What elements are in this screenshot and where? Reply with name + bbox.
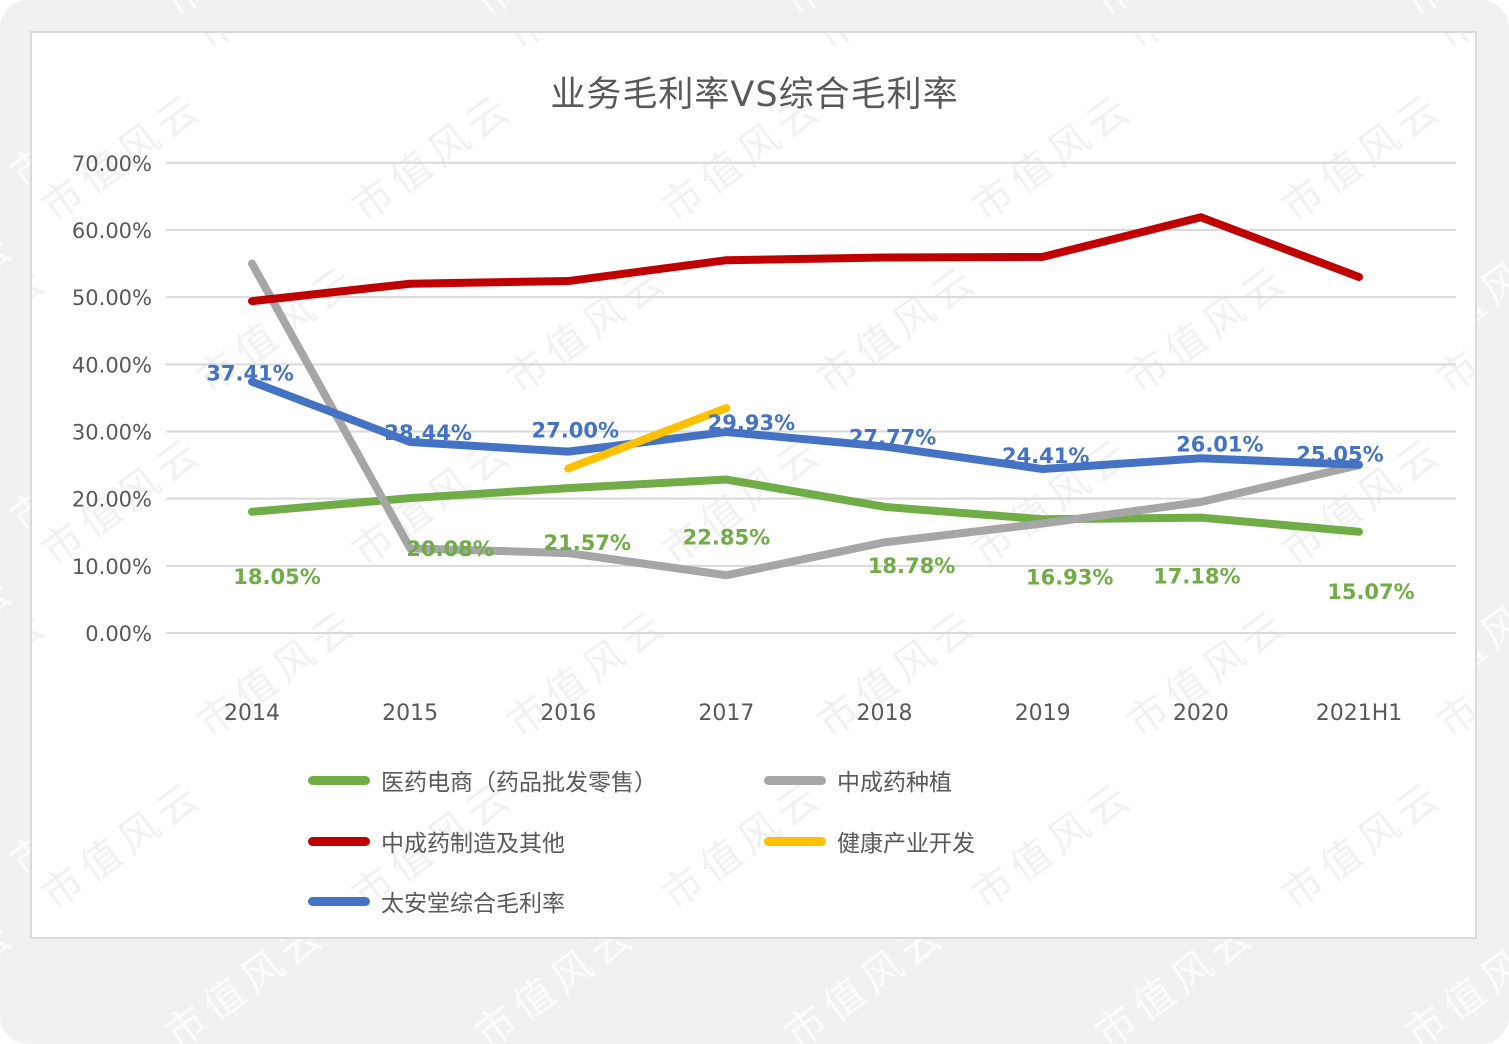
watermark-text: 市值风云 (808, 599, 988, 748)
watermark-text: 市值风云 (188, 255, 368, 404)
watermark-text: 市值风云 (1423, 935, 1475, 937)
legend-item-blue: 太安堂综合毛利率 (308, 886, 565, 917)
legend-swatch-icon (764, 775, 826, 785)
chart-title: 业务毛利率VS综合毛利率 (550, 75, 959, 115)
watermark-text: 市值风云 (1118, 255, 1298, 404)
watermark-text: 市值风云 (771, 0, 957, 28)
legend-label: 中成药制造及其他 (381, 831, 565, 857)
watermark-text: 市值风云 (1423, 33, 1475, 61)
legend-swatch-icon (308, 836, 370, 846)
watermark-text: 市值风云 (963, 427, 1143, 576)
legend-label: 中成药种植 (837, 770, 952, 796)
watermark-text: 市值风云 (1273, 771, 1453, 920)
watermark-text: 市值风云 (151, 0, 337, 28)
watermark-text: 市值风云 (183, 33, 369, 61)
watermark-text: 市值风云 (803, 33, 989, 61)
legend-item-red: 中成药制造及其他 (308, 826, 565, 857)
watermark-text: 市值风云 (32, 599, 58, 748)
watermark-text: 市值风云 (1428, 255, 1475, 404)
legend-label: 健康产业开发 (837, 831, 975, 857)
watermark-text: 市值风云 (32, 33, 59, 61)
watermark-text: 市值风云 (963, 771, 1143, 920)
watermark-text: 市值风云 (0, 0, 27, 28)
watermark-text: 市值风云 (461, 0, 647, 28)
legend-item-gray: 中成药种植 (764, 765, 952, 796)
chart-card: 市值风云 市值风云 市值风云 市值风云 市值风云 市值风云 市值风云 市值风云 市值风云 市值风云… (30, 31, 1477, 939)
watermark-text: 市值风云 (0, 566, 26, 715)
watermark-text: 市值风云 (183, 935, 369, 937)
watermark-text: 市值风云 (33, 427, 213, 576)
watermark-text: 市值风云 (1273, 427, 1453, 576)
footer-bar: 市值 风云 买股之前搜一搜 (0, 948, 1509, 1044)
legend-item-green: 医药电商（药品批发零售） (308, 765, 657, 796)
watermark-text: 市值风云 (808, 255, 988, 404)
legend-swatch-icon (308, 896, 370, 906)
legend-label: 医药电商（药品批发零售） (381, 770, 657, 796)
legend-swatch-icon (308, 775, 370, 785)
watermark-layer-card: 市值风云 市值风云 市值风云 市值风云 市值风云 市值风云 市值风云 市值风云 市值风云 市值风云… (32, 33, 1475, 937)
legend-swatch-icon (764, 836, 826, 846)
watermark-text: 市值风云 (803, 935, 989, 937)
watermark-text: 市值风云 (1391, 0, 1509, 28)
legend-label: 太安堂综合毛利率 (381, 891, 565, 917)
watermark-text: 市值风云 (32, 935, 59, 937)
watermark-text: 市值风云 (1118, 599, 1298, 748)
watermark-text: 市值风云 (343, 427, 523, 576)
watermark-text: 市值风云 (653, 427, 833, 576)
watermark-text: 市值风云 (493, 935, 679, 937)
watermark-text: 市值风云 (0, 222, 26, 371)
watermark-text: 市值风云 (1081, 0, 1267, 28)
watermark-text: 市值风云 (188, 599, 368, 748)
watermark-text: 市值风云 (1428, 599, 1475, 748)
watermark-text: 市值风云 (1113, 33, 1299, 61)
watermark-text: 市值风云 (33, 771, 213, 920)
watermark-text: 市值风云 (498, 255, 678, 404)
watermark-text: 市值风云 (1113, 935, 1299, 937)
watermark-text: 市值风云 (493, 33, 679, 61)
watermark-text: 市值风云 (498, 599, 678, 748)
legend-item-yellow: 健康产业开发 (764, 826, 975, 857)
watermark-text: 市值风云 (32, 255, 58, 404)
